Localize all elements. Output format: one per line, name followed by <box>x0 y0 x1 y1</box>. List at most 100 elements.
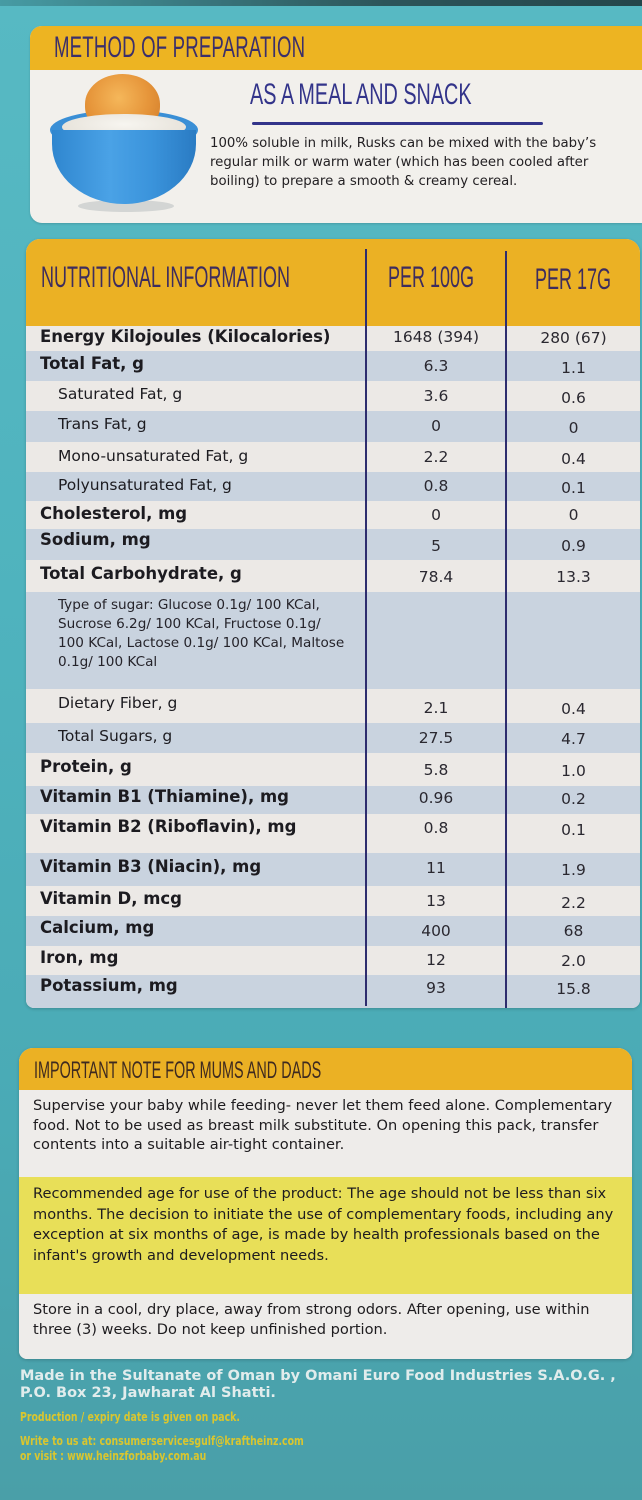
preparation-subtitle: AS A MEAL AND SNACK <box>250 78 472 111</box>
table-row: Mono-unsaturated Fat, g 2.2 0.4 <box>26 442 640 472</box>
value-per-17g: 0.1 <box>561 821 586 839</box>
table-row: Protein, g 5.8 1.0 <box>26 753 640 786</box>
value-per-17g: 1.1 <box>561 359 586 377</box>
table-row: Dietary Fiber, g 2.1 0.4 <box>26 689 640 723</box>
column-header-per-100g: PER 100G <box>388 261 475 294</box>
value-per-100g: 400 <box>421 922 451 940</box>
production-expiry-note: Production / expiry date is given on pac… <box>20 1410 240 1424</box>
value-per-17g: 1.0 <box>561 762 586 780</box>
value-per-100g: 0 <box>431 506 441 524</box>
value-per-100g: 1648 (394) <box>392 328 480 346</box>
value-per-100g: 78.4 <box>418 568 454 586</box>
value-per-17g: 68 <box>563 922 584 940</box>
value-per-100g: 5.8 <box>423 761 449 779</box>
bowl-of-cereal-icon <box>44 70 204 220</box>
value-per-17g: 2.0 <box>561 952 586 970</box>
value-per-100g: 5 <box>431 537 441 555</box>
contact-email: Write to us at: consumerservicesgulf@kra… <box>20 1434 304 1448</box>
nutrient-label: Total Sugars, g <box>58 727 173 745</box>
value-per-17g: 0.2 <box>561 790 586 808</box>
value-per-17g: 2.2 <box>561 894 586 912</box>
value-per-100g: 2.1 <box>423 699 449 717</box>
nutrient-label: Protein, g <box>40 757 132 776</box>
nutrient-label: Polyunsaturated Fat, g <box>58 476 232 494</box>
table-row: Vitamin B1 (Thiamine), mg 0.96 0.2 <box>26 786 640 814</box>
value-per-100g: 0.8 <box>423 819 449 837</box>
table-row: Energy Kilojoules (Kilocalories) 1648 (3… <box>26 326 640 351</box>
value-per-17g: 0 <box>568 506 579 524</box>
table-row: Trans Fat, g 0 0 <box>26 411 640 442</box>
storage-note: Store in a cool, dry place, away from st… <box>19 1294 632 1359</box>
nutrient-label: Energy Kilojoules (Kilocalories) <box>40 327 331 346</box>
manufacturer-info: Made in the Sultanate of Oman by Omani E… <box>20 1368 616 1401</box>
table-row: Calcium, mg 400 68 <box>26 916 640 946</box>
package-top-edge <box>0 0 642 6</box>
nutrition-table: NUTRITIONAL INFORMATION PER 100G PER 17G… <box>26 239 640 1008</box>
value-per-100g: 11 <box>426 859 446 877</box>
nutrition-header: NUTRITIONAL INFORMATION PER 100G PER 17G <box>26 239 640 326</box>
nutrition-title: NUTRITIONAL INFORMATION <box>41 261 290 294</box>
value-per-100g: 3.6 <box>423 387 449 405</box>
nutrient-label: Vitamin B2 (Riboflavin), mg <box>40 817 297 836</box>
note-title: IMPORTANT NOTE FOR MUMS AND DADS <box>34 1057 322 1084</box>
value-per-100g: 0 <box>431 417 441 435</box>
nutrient-label: Iron, mg <box>40 948 119 967</box>
table-row: Saturated Fat, g 3.6 0.6 <box>26 381 640 411</box>
nutrient-label: Total Fat, g <box>40 354 144 373</box>
column-header-per-17g: PER 17G <box>535 263 612 296</box>
value-per-100g: 13 <box>426 892 446 910</box>
value-per-100g: 27.5 <box>418 729 454 747</box>
table-row: Total Carbohydrate, g 78.4 13.3 <box>26 560 640 592</box>
column-divider <box>505 251 507 1008</box>
nutrient-label: Calcium, mg <box>40 918 155 937</box>
value-per-17g: 0.4 <box>561 700 586 718</box>
preparation-text: 100% soluble in milk, Rusks can be mixed… <box>210 136 597 189</box>
value-per-100g: 93 <box>426 979 446 997</box>
value-per-100g: 0.96 <box>418 789 454 807</box>
table-row: Cholesterol, mg 0 0 <box>26 501 640 529</box>
subtitle-underline <box>252 122 543 125</box>
value-per-17g: 13.3 <box>556 568 591 586</box>
nutrient-label: Vitamin D, mcg <box>40 889 182 908</box>
value-per-17g: 15.8 <box>556 980 591 998</box>
value-per-17g: 0.9 <box>561 537 586 555</box>
bowl-shadow <box>78 200 174 212</box>
preparation-body: AS A MEAL AND SNACK 100% soluble in milk… <box>30 70 642 223</box>
nutrient-label: Vitamin B3 (Niacin), mg <box>40 857 262 876</box>
preparation-title: METHOD OF PREPARATION <box>54 31 306 64</box>
nutrient-label: Dietary Fiber, g <box>58 694 178 712</box>
value-per-100g: 6.3 <box>423 357 449 375</box>
important-note-panel: IMPORTANT NOTE FOR MUMS AND DADS Supervi… <box>19 1048 632 1359</box>
column-divider <box>365 249 367 1006</box>
table-row: Vitamin B3 (Niacin), mg 11 1.9 <box>26 853 640 886</box>
table-row: Potassium, mg 93 15.8 <box>26 975 640 1008</box>
value-per-100g: 12 <box>426 951 446 969</box>
website-link: or visit : www.heinzforbaby.com.au <box>20 1449 207 1463</box>
value-per-100g: 0.8 <box>423 477 449 495</box>
nutrient-label: Trans Fat, g <box>58 415 147 433</box>
value-per-17g: 1.9 <box>561 861 586 879</box>
nutrient-label: Total Carbohydrate, g <box>40 564 242 583</box>
value-per-17g: 0 <box>568 419 579 437</box>
nutrient-label: Mono-unsaturated Fat, g <box>58 447 249 465</box>
manufacturer-footer: Made in the Sultanate of Oman by Omani E… <box>20 1368 620 1464</box>
nutrient-label: Vitamin B1 (Thiamine), mg <box>40 787 289 806</box>
note-header: IMPORTANT NOTE FOR MUMS AND DADS <box>19 1048 632 1090</box>
value-per-100g: 2.2 <box>423 448 449 466</box>
nutrition-rows: Energy Kilojoules (Kilocalories) 1648 (3… <box>26 326 640 1008</box>
table-row: Vitamin D, mcg 13 2.2 <box>26 886 640 916</box>
value-per-17g: 0.6 <box>561 389 586 407</box>
value-per-17g: 4.7 <box>561 730 586 748</box>
table-row-sugar-types: Type of sugar: Glucose 0.1g/ 100 KCal, S… <box>26 592 640 689</box>
nutrient-label: Potassium, mg <box>40 976 178 995</box>
nutrient-label: Sodium, mg <box>40 530 151 549</box>
bowl-body <box>52 130 196 204</box>
value-per-17g: 280 (67) <box>540 329 607 347</box>
value-per-17g: 0.1 <box>561 479 586 497</box>
recommended-age-note: Recommended age for use of the product: … <box>19 1177 632 1294</box>
table-row: Total Fat, g 6.3 1.1 <box>26 351 640 381</box>
table-row: Iron, mg 12 2.0 <box>26 946 640 975</box>
table-row: Vitamin B2 (Riboflavin), mg 0.8 0.1 <box>26 814 640 853</box>
supervision-note: Supervise your baby while feeding- never… <box>19 1090 632 1177</box>
value-per-17g: 0.4 <box>561 450 586 468</box>
